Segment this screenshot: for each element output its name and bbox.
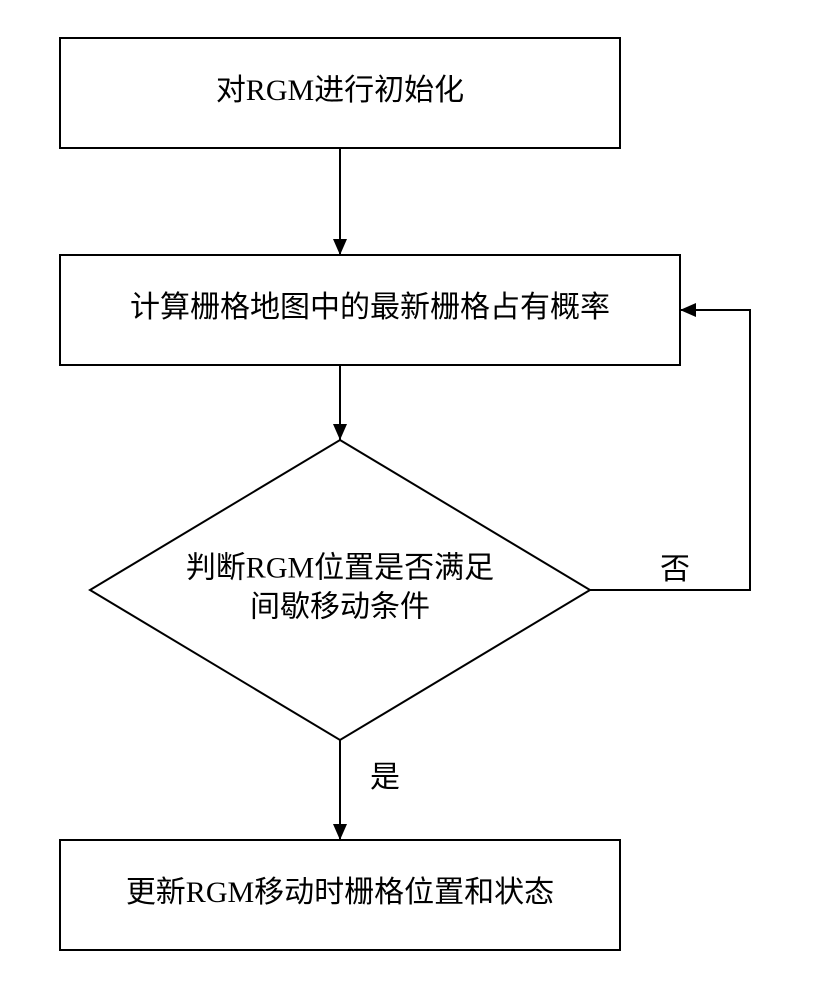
node-update-rgm-label: 更新RGM移动时栅格位置和状态	[126, 876, 554, 909]
node-init-rgm-label: 对RGM进行初始化	[216, 74, 464, 107]
edge-yes-label: 是	[370, 761, 400, 794]
node-calc-grid-prob-label: 计算栅格地图中的最新栅格占有概率	[130, 291, 610, 324]
edge-no-label: 否	[660, 553, 690, 586]
edge-decision-no-loop	[590, 310, 750, 590]
node-decision-label: 判断RGM位置是否满足间歇移动条件	[186, 551, 494, 623]
